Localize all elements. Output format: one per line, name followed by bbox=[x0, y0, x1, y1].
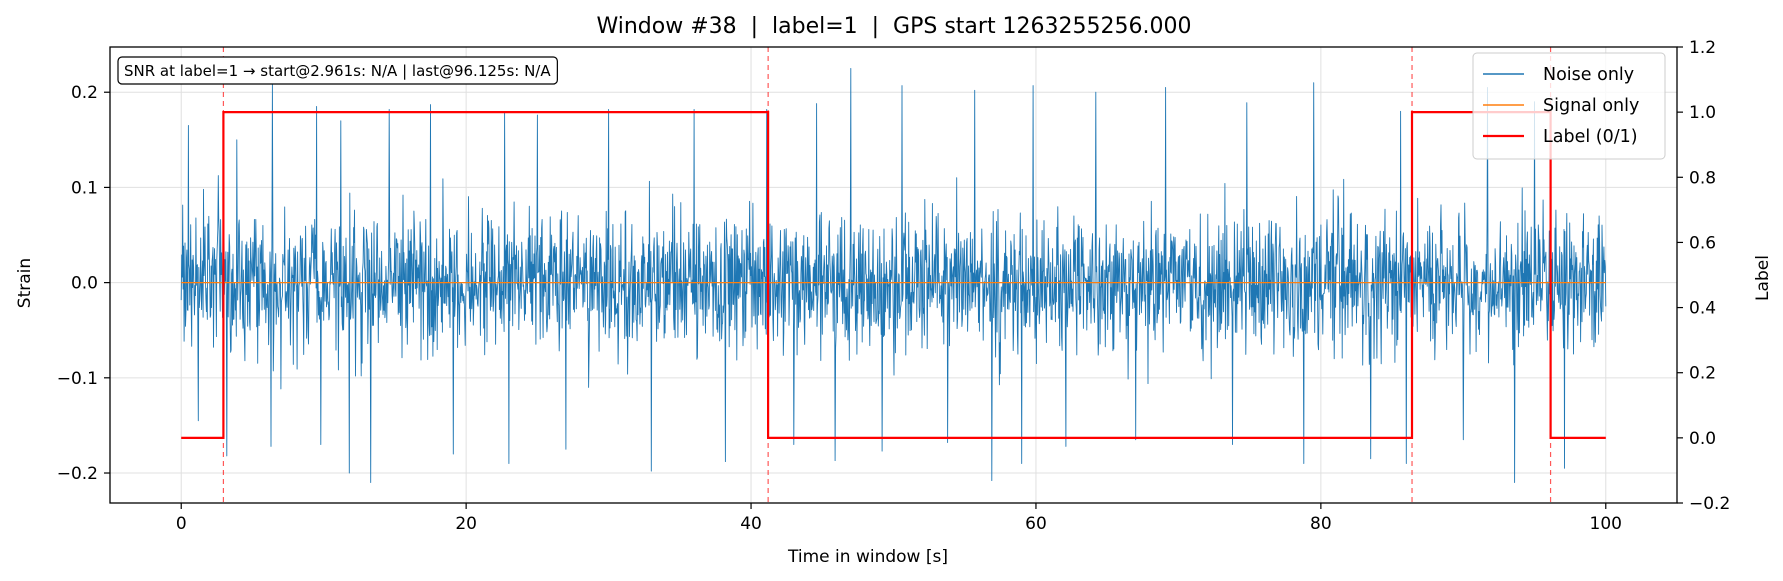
label-step-line bbox=[181, 111, 1606, 439]
y-tick-label-1: −0.1 bbox=[57, 369, 98, 389]
y2-tick-label-5: 0.8 bbox=[1689, 168, 1716, 188]
y-tick-label-3: 0.1 bbox=[71, 178, 98, 198]
y2-axis-label: Label bbox=[1753, 255, 1773, 301]
x-tick-label-2: 40 bbox=[740, 514, 762, 534]
chart-title: Window #38 | label=1 | GPS start 1263255… bbox=[596, 14, 1191, 39]
x-axis-ticks: 0 20 40 60 80 100 bbox=[176, 503, 1622, 534]
y-axis-ticks: −0.2 −0.1 0.0 0.1 0.2 bbox=[57, 83, 110, 484]
y-axis-label: Strain bbox=[15, 258, 35, 308]
legend-text-signal-only: Signal only bbox=[1543, 96, 1639, 116]
x-tick-label-0: 0 bbox=[176, 514, 187, 534]
legend-text-label: Label (0/1) bbox=[1543, 127, 1638, 147]
y-tick-label-0: −0.2 bbox=[57, 464, 98, 484]
snr-annotation-text: SNR at label=1 → start@2.961s: N/A | las… bbox=[124, 62, 551, 80]
x-tick-label-4: 80 bbox=[1310, 514, 1332, 534]
legend-box bbox=[1472, 52, 1666, 160]
legend-text-noise-only: Noise only bbox=[1543, 65, 1634, 85]
y-tick-label-2: 0.0 bbox=[71, 274, 98, 294]
series-noise-only bbox=[180, 67, 1607, 483]
legend: Noise only Signal only Label (0/1) bbox=[1472, 52, 1666, 160]
y2-tick-label-1: 0.0 bbox=[1689, 429, 1716, 449]
x-axis-label: Time in window [s] bbox=[787, 547, 948, 567]
y2-tick-label-2: 0.2 bbox=[1689, 364, 1716, 384]
series-label bbox=[181, 111, 1606, 439]
snr-annotation: SNR at label=1 → start@2.961s: N/A | las… bbox=[117, 56, 558, 85]
y2-tick-label-6: 1.0 bbox=[1689, 103, 1716, 123]
x-tick-label-3: 60 bbox=[1025, 514, 1047, 534]
x-tick-label-1: 20 bbox=[455, 514, 477, 534]
y2-tick-label-7: 1.2 bbox=[1689, 38, 1716, 58]
axes-frame bbox=[109, 46, 1678, 504]
snr-annotation-box bbox=[117, 56, 558, 85]
y2-tick-label-4: 0.6 bbox=[1689, 233, 1716, 253]
y2-axis-ticks: −0.2 0.0 0.2 0.4 0.6 0.8 1.0 1.2 bbox=[1677, 38, 1730, 514]
y2-tick-label-3: 0.4 bbox=[1689, 299, 1716, 319]
x-tick-label-5: 100 bbox=[1590, 514, 1622, 534]
y-tick-label-4: 0.2 bbox=[71, 83, 98, 103]
y2-tick-label-0: −0.2 bbox=[1689, 494, 1730, 514]
noise-only-line bbox=[180, 67, 1607, 483]
